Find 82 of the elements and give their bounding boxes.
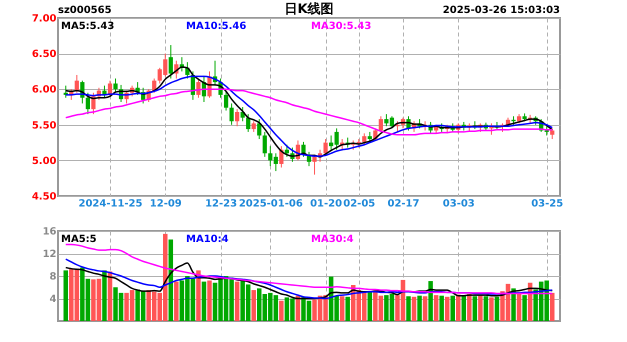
y-tick-label: 4.50	[32, 192, 57, 202]
candlestick	[257, 118, 262, 140]
bar	[296, 296, 300, 321]
y-tick-label: 7.00	[32, 14, 57, 24]
x-tick-label: 2024-11-25	[78, 198, 143, 210]
y-tick-label: 4	[50, 294, 57, 305]
bar	[444, 296, 450, 321]
candlestick	[284, 144, 290, 158]
candlestick	[74, 74, 79, 94]
y-tick-label: 5.00	[32, 156, 57, 167]
candlestick	[544, 126, 549, 136]
candlestick	[168, 44, 173, 80]
bar	[202, 282, 206, 321]
x-tick-label: 03-03	[442, 198, 475, 210]
line-series	[65, 244, 553, 294]
bar	[428, 281, 433, 321]
bar	[450, 296, 455, 321]
bar	[279, 300, 284, 321]
bar	[108, 272, 112, 321]
candlestick	[362, 132, 366, 146]
candlestick	[279, 146, 284, 168]
bar	[406, 296, 411, 321]
bar	[102, 270, 107, 321]
candlestick	[152, 78, 156, 94]
y-tick-label: 16	[42, 226, 57, 238]
x-tick-label: 12-09	[150, 198, 182, 210]
chart-title: 日K线图	[284, 2, 334, 17]
y-tick-label: 6.50	[32, 49, 57, 60]
candlestick	[229, 102, 234, 126]
bar	[550, 292, 554, 321]
text: MA30:5.43	[311, 21, 372, 32]
bar	[516, 292, 522, 321]
bar	[207, 280, 212, 321]
candlestick	[224, 90, 228, 112]
bar	[251, 290, 256, 321]
x-tick-label: 12-23	[205, 198, 238, 210]
bar	[462, 295, 466, 321]
bar	[478, 296, 483, 321]
bar	[484, 296, 488, 321]
bar	[494, 296, 500, 321]
x-tick-label: 2025-01-06	[238, 198, 303, 210]
candlestick	[262, 131, 267, 158]
bar	[489, 297, 494, 321]
bar	[467, 294, 472, 321]
text: MA5:5.43	[61, 21, 114, 32]
bar	[439, 296, 444, 321]
y-tick-label: 6.00	[32, 84, 57, 96]
bar	[422, 296, 428, 321]
bar	[168, 239, 174, 321]
bar	[345, 296, 350, 321]
x-tick-label: 03-25	[531, 198, 564, 210]
candlestick	[378, 116, 383, 132]
y-tick-label: 12	[42, 249, 57, 260]
text: MA30:4	[311, 234, 354, 245]
text: MA10:5.46	[186, 21, 246, 32]
x-tick-label: 01-20	[310, 198, 342, 210]
bar	[472, 296, 478, 321]
bar	[340, 296, 344, 321]
candlestick	[113, 78, 118, 94]
text: 2025-03-26 15:03:03	[442, 5, 560, 16]
candlestick	[252, 120, 256, 132]
candlestick	[235, 108, 240, 127]
bar	[522, 295, 527, 321]
x-tick-label: 02-05	[343, 198, 376, 210]
y-tick-label: 8	[50, 272, 57, 282]
text: MA5:5	[61, 234, 97, 245]
bar	[196, 270, 201, 321]
bar	[456, 294, 461, 321]
bar	[434, 295, 438, 321]
bar	[417, 296, 422, 321]
candlestick	[550, 128, 554, 140]
bar	[368, 291, 372, 321]
y-tick-label: 5.50	[32, 120, 57, 132]
text: sz000565	[58, 5, 112, 16]
bar	[64, 270, 68, 321]
candlestick	[246, 114, 250, 132]
text: MA10:4	[186, 234, 229, 245]
candlestick	[86, 92, 90, 115]
x-tick-label: 02-17	[387, 198, 420, 210]
bar	[174, 282, 179, 321]
bar	[412, 296, 416, 321]
bar	[234, 282, 240, 321]
